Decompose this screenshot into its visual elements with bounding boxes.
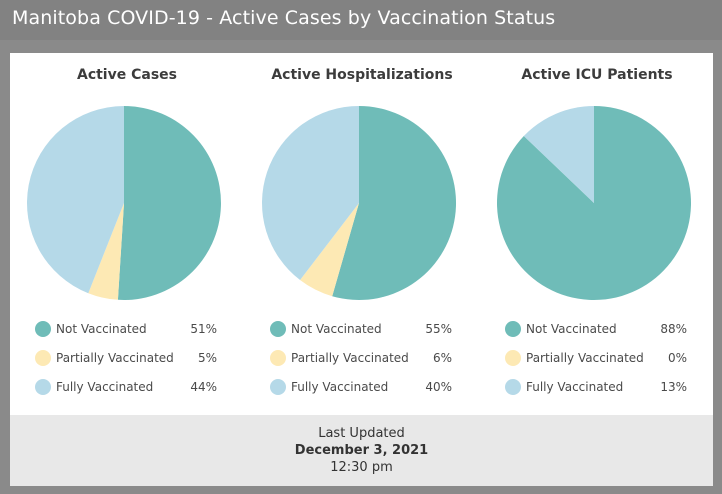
legend-swatch (270, 350, 286, 366)
legend-item-not-vaccinated: Not Vaccinated 88% (480, 321, 714, 339)
legend-label: Partially Vaccinated (526, 351, 644, 365)
legend-value: 40% (425, 380, 452, 394)
legend-label: Partially Vaccinated (56, 351, 174, 365)
legend-value: 44% (190, 380, 217, 394)
legend-swatch (505, 350, 521, 366)
pie-slice-fully-vaccinated (523, 106, 594, 203)
pie-slice-fully-vaccinated (262, 106, 359, 281)
chart-title: Active Hospitalizations (271, 67, 453, 83)
legend-item-fully-vaccinated: Fully Vaccinated 44% (10, 379, 244, 397)
legend-label: Not Vaccinated (291, 322, 382, 336)
legend-value: 5% (197, 351, 217, 365)
legend-label: Fully Vaccinated (291, 380, 389, 394)
legend-item-partially-vaccinated: Partially Vaccinated 5% (10, 350, 244, 368)
chart-active-icu-patients: Active ICU Patients Not Vaccinated 88% P… (480, 53, 714, 415)
pie-chart (26, 105, 221, 300)
page-title: Manitoba COVID-19 - Active Cases by Vacc… (12, 7, 556, 29)
legend-item-partially-vaccinated: Partially Vaccinated 6% (245, 350, 479, 368)
chart-active-cases: Active Cases Not Vaccinated 51% Partiall… (10, 53, 244, 415)
legend-item-partially-vaccinated: Partially Vaccinated 0% (480, 350, 714, 368)
pie-chart (262, 106, 457, 300)
legend-item-not-vaccinated: Not Vaccinated 55% (245, 321, 479, 339)
legend-value: 6% (432, 351, 452, 365)
legend-value: 0% (667, 351, 687, 365)
chart-title: Active ICU Patients (521, 67, 673, 83)
legend-swatch (505, 321, 521, 337)
charts-panel: Active Cases Not Vaccinated 51% Partiall… (10, 53, 713, 415)
pie-chart (497, 106, 692, 300)
pie-slice-not-vaccinated (497, 106, 692, 300)
pie-slice-not-vaccinated (117, 106, 221, 300)
legend-value: 55% (425, 322, 452, 336)
legend-swatch (35, 321, 51, 337)
pie-slice-fully-vaccinated (26, 105, 124, 294)
legend-swatch (270, 321, 286, 337)
legend-label: Not Vaccinated (56, 322, 147, 336)
last-updated-date: December 3, 2021 (294, 443, 429, 458)
legend-item-not-vaccinated: Not Vaccinated 51% (10, 321, 244, 339)
legend-value: 13% (660, 380, 687, 394)
legend-swatch (270, 379, 286, 395)
title-bar: Manitoba COVID-19 - Active Cases by Vacc… (0, 0, 722, 40)
legend-label: Fully Vaccinated (56, 380, 154, 394)
legend-item-fully-vaccinated: Fully Vaccinated 40% (245, 379, 479, 397)
legend-value: 51% (190, 322, 217, 336)
chart-active-hospitalizations: Active Hospitalizations Not Vaccinated 5… (245, 53, 479, 415)
pie-slice-partially-vaccinated (300, 203, 359, 297)
last-updated-time: 12:30 pm (330, 460, 393, 475)
legend-swatch (35, 350, 51, 366)
legend-swatch (35, 379, 51, 395)
legend-item-fully-vaccinated: Fully Vaccinated 13% (480, 379, 714, 397)
footer: Last Updated December 3, 2021 12:30 pm (10, 415, 713, 486)
legend-label: Fully Vaccinated (526, 380, 624, 394)
pie-slice-not-vaccinated (332, 106, 457, 300)
legend-swatch (505, 379, 521, 395)
legend-label: Partially Vaccinated (291, 351, 409, 365)
pie-slice-partially-vaccinated (88, 203, 124, 300)
last-updated-label: Last Updated (318, 426, 405, 441)
legend-label: Not Vaccinated (526, 322, 617, 336)
legend-value: 88% (660, 322, 687, 336)
chart-title: Active Cases (76, 67, 177, 83)
